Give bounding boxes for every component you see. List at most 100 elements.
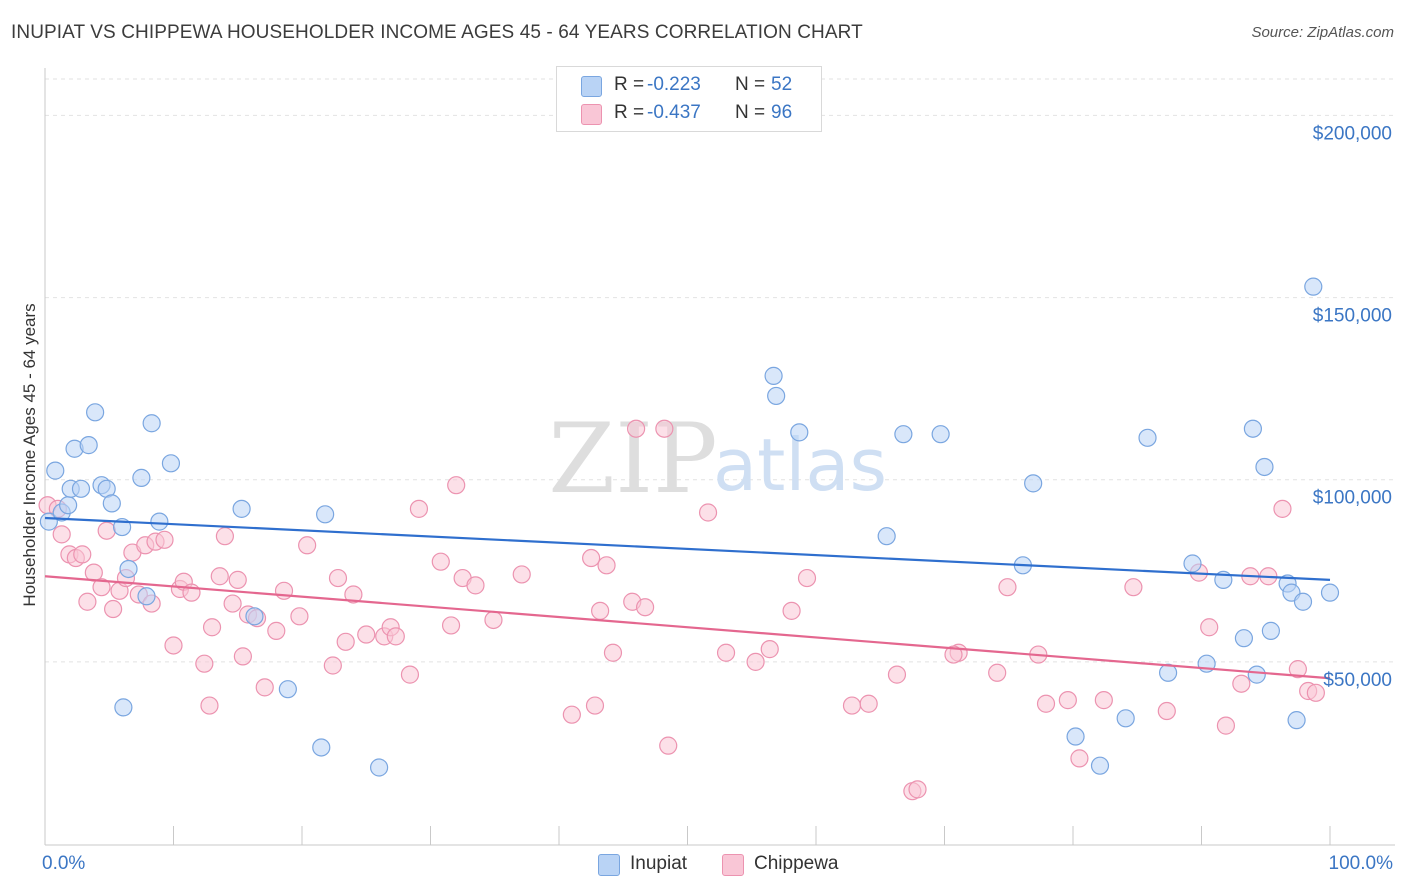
y-axis-label: Householder Income Ages 45 - 64 years [20, 303, 39, 606]
inupiat-point [278, 680, 297, 699]
chippewa-point [298, 536, 317, 555]
chippewa-point [782, 601, 801, 620]
chippewa-point [228, 570, 247, 589]
y-tick-label: $100,000 [1313, 488, 1392, 509]
inupiat-point [1320, 583, 1340, 602]
chippewa-point [155, 530, 174, 549]
chippewa-point [104, 599, 123, 619]
inupiat-point [142, 414, 161, 433]
chippewa-point [1306, 683, 1325, 702]
chippewa-point [255, 678, 274, 697]
chippewa-point [164, 636, 183, 655]
inupiat-point [102, 494, 121, 513]
legend-r-value: -0.437 [647, 102, 701, 123]
y-tick-label: $50,000 [1323, 670, 1392, 691]
chippewa-point [210, 567, 229, 586]
chippewa-point [1157, 701, 1176, 721]
inupiat-point [245, 607, 264, 626]
chippewa-point [1058, 691, 1077, 710]
correlation-legend: R = -0.223 N = 52 R = -0.437 N = 96 [556, 66, 822, 132]
chippewa-point [409, 499, 429, 518]
chippewa-point [466, 576, 485, 595]
inupiat-point [931, 425, 950, 444]
chippewa-point [323, 656, 342, 675]
chippewa-point [1216, 716, 1236, 735]
inupiat-point [790, 423, 809, 442]
chippewa-point [267, 621, 286, 640]
chippewa-point [441, 616, 461, 635]
chart-title: INUPIAT VS CHIPPEWA HOUSEHOLDER INCOME A… [11, 22, 863, 43]
inupiat-point [114, 698, 133, 717]
y-tick-label: $150,000 [1313, 306, 1392, 327]
inupiat-point [1287, 711, 1306, 730]
chippewa-point [52, 525, 71, 544]
inupiat-point [1024, 474, 1043, 493]
chippewa-point [887, 665, 907, 684]
inupiat-point [1255, 457, 1274, 477]
chippewa-point [202, 618, 222, 637]
inupiat-point [764, 366, 783, 385]
chippewa-point [512, 565, 531, 584]
chippewa-point [626, 419, 646, 438]
chippewa-point [78, 592, 97, 611]
chippewa-point [336, 632, 355, 651]
chippewa-point [998, 578, 1017, 597]
chippewa-point [484, 610, 503, 630]
chippewa-point [659, 736, 678, 755]
chippewa-legend-swatch [722, 854, 744, 876]
watermark: ZIP atlas [548, 403, 887, 515]
legend-n-label: N = [735, 74, 766, 95]
inupiat-points [39, 277, 1340, 777]
legend-r-label: R = [614, 74, 645, 95]
chippewa-point [716, 643, 736, 662]
chippewa-point [582, 548, 601, 568]
inupiat-point [71, 479, 91, 498]
source-label: Source: ZipAtlas.com [1251, 24, 1394, 41]
chippewa-point [1124, 578, 1143, 597]
chippewa-point [386, 627, 405, 646]
inupiat-legend-label: Inupiat [630, 853, 688, 874]
chippewa-point [859, 694, 878, 713]
axes [44, 68, 1395, 846]
inupiat-point [1158, 663, 1178, 682]
inupiat-point [79, 436, 98, 455]
inupiat-point [150, 512, 169, 531]
inupiat-point [312, 738, 331, 757]
chippewa-point [215, 527, 234, 546]
x-tick-label-max: 100.0% [1329, 853, 1394, 874]
inupiat-point [232, 499, 251, 518]
chippewa-point [603, 643, 623, 662]
chippewa-point [328, 568, 348, 588]
chippewa-legend-label: Chippewa [754, 853, 839, 874]
chippewa-point [1232, 674, 1251, 693]
inupiat-point [137, 587, 156, 606]
inupiat-point [316, 505, 335, 524]
chippewa-point [97, 521, 116, 540]
inupiat-point [877, 527, 896, 546]
chippewa-point [92, 578, 111, 597]
inupiat-point [767, 386, 786, 406]
legend-r-label: R = [614, 102, 645, 123]
chippewa-point [357, 625, 376, 644]
chippewa-point [842, 696, 862, 715]
chippewa-point [988, 663, 1007, 682]
chippewa-point [344, 585, 363, 604]
chippewa-point [1288, 660, 1307, 679]
inupiat-point [161, 454, 181, 473]
inupiat-point [894, 425, 913, 444]
chippewa-point [447, 476, 466, 495]
inupiat-trend-line [44, 516, 1331, 581]
inupiat-point [1183, 554, 1202, 573]
chippewa-point [797, 568, 817, 588]
chippewa-point [1273, 499, 1292, 518]
legend-r-value: -0.223 [647, 74, 701, 95]
chippewa-point [195, 654, 214, 673]
inupiat-point [1116, 709, 1135, 728]
legend-n-label: N = [735, 102, 766, 123]
inupiat-point [1066, 727, 1085, 746]
watermark-zip: ZIP [548, 403, 717, 515]
inupiat-swatch [581, 76, 602, 97]
chippewa-point [908, 780, 927, 799]
chippewa-point [290, 607, 309, 626]
